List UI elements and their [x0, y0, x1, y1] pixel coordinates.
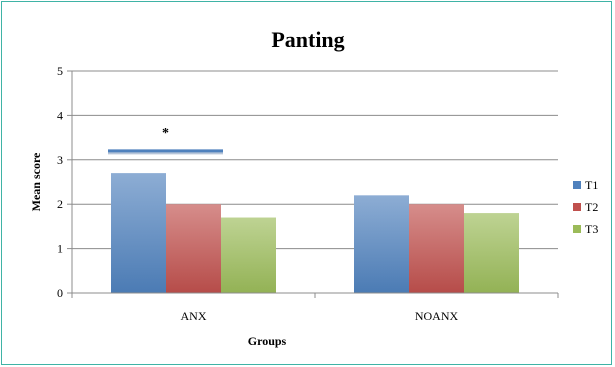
legend-swatch-t3: [573, 225, 581, 233]
chart-title: Panting: [271, 27, 344, 52]
significance-star: *: [162, 126, 169, 141]
legend-swatch-t2: [573, 203, 581, 211]
legend-swatch-t1: [573, 181, 581, 189]
bar-noanx-t3: [464, 213, 519, 293]
y-axis-title: Mean score: [29, 152, 43, 211]
bar-anx-t2: [166, 204, 221, 293]
x-axis-title: Groups: [248, 334, 287, 348]
legend: T1 T2 T3: [573, 178, 598, 236]
legend-label-t3: T3: [585, 222, 598, 236]
annotations: *: [108, 126, 223, 155]
legend-label-t1: T1: [585, 178, 598, 192]
y-tick-label: 3: [57, 153, 63, 167]
axes: 0 1 2 3 4 5 ANX NOANX: [57, 64, 559, 323]
y-tick-label: 0: [57, 286, 63, 300]
bar-noanx-t2: [409, 204, 464, 293]
legend-label-t2: T2: [585, 200, 598, 214]
y-tick-label: 5: [57, 64, 63, 78]
x-tick-label: ANX: [181, 309, 207, 323]
y-tick-label: 2: [57, 197, 63, 211]
y-tick-label: 1: [57, 242, 63, 256]
y-tick-label: 4: [57, 108, 63, 122]
bar-noanx-t1: [354, 195, 409, 293]
x-tick-label: NOANX: [415, 309, 459, 323]
bar-anx-t1: [111, 173, 166, 293]
bars: [111, 173, 519, 293]
bar-anx-t3: [221, 217, 276, 293]
